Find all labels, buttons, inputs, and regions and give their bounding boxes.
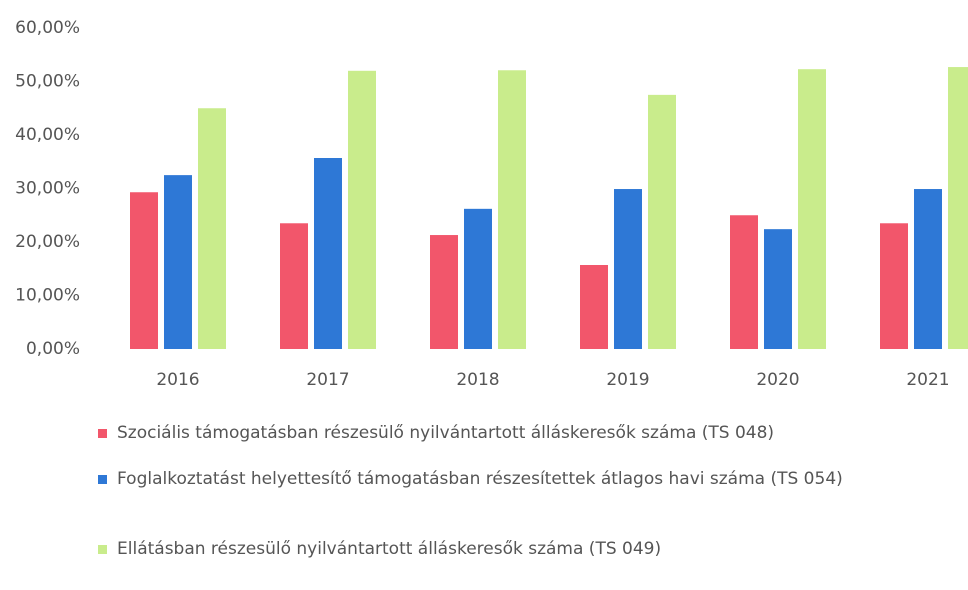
bar: [580, 265, 608, 349]
y-tick-label: 40,00%: [15, 125, 80, 145]
bar: [314, 158, 342, 349]
bar: [348, 70, 376, 350]
legend-label: Ellátásban részesülő nyilvántartott állá…: [117, 539, 662, 559]
legend-label: Szociális támogatásban részesülő nyilván…: [117, 423, 775, 443]
x-tick-label: 2020: [756, 370, 799, 390]
x-tick-label: 2019: [606, 370, 649, 390]
bar: [164, 175, 192, 349]
legend-swatch: [98, 545, 107, 554]
bar: [430, 235, 458, 349]
legend-item: Ellátásban részesülő nyilvántartott állá…: [98, 536, 958, 562]
y-tick-label: 20,00%: [15, 232, 80, 252]
bar: [614, 189, 642, 349]
legend: Szociális támogatásban részesülő nyilván…: [98, 420, 958, 582]
x-tick-label: 2021: [906, 370, 949, 390]
bar: [914, 189, 942, 349]
y-tick-label: 60,00%: [15, 18, 80, 38]
x-tick-label: 2016: [156, 370, 199, 390]
x-tick-label: 2017: [306, 370, 349, 390]
legend-swatch: [98, 429, 107, 438]
bar: [730, 215, 758, 349]
bar: [464, 208, 492, 349]
legend-swatch: [98, 475, 107, 484]
legend-item: Szociális támogatásban részesülő nyilván…: [98, 420, 958, 446]
chart: 0,00% 10,00% 20,00% 30,00% 40,00% 50,00% 60,00…: [15, 18, 968, 390]
bar: [798, 69, 826, 349]
bar: [280, 223, 308, 349]
x-tick-label: 2018: [456, 370, 499, 390]
y-tick-label: 10,00%: [15, 286, 80, 306]
legend-label: Foglalkoztatást helyettesítő támogatásba…: [117, 469, 843, 489]
bar: [880, 223, 908, 349]
bar: [198, 108, 226, 349]
bar: [948, 67, 968, 350]
y-tick-label: 0,00%: [26, 339, 80, 359]
bar: [764, 229, 792, 349]
y-tick-label: 50,00%: [15, 72, 80, 92]
bar: [130, 192, 158, 349]
y-tick-label: 30,00%: [15, 179, 80, 199]
legend-item: Foglalkoztatást helyettesítő támogatásba…: [98, 466, 958, 492]
bar: [498, 70, 526, 349]
bar: [648, 94, 676, 349]
